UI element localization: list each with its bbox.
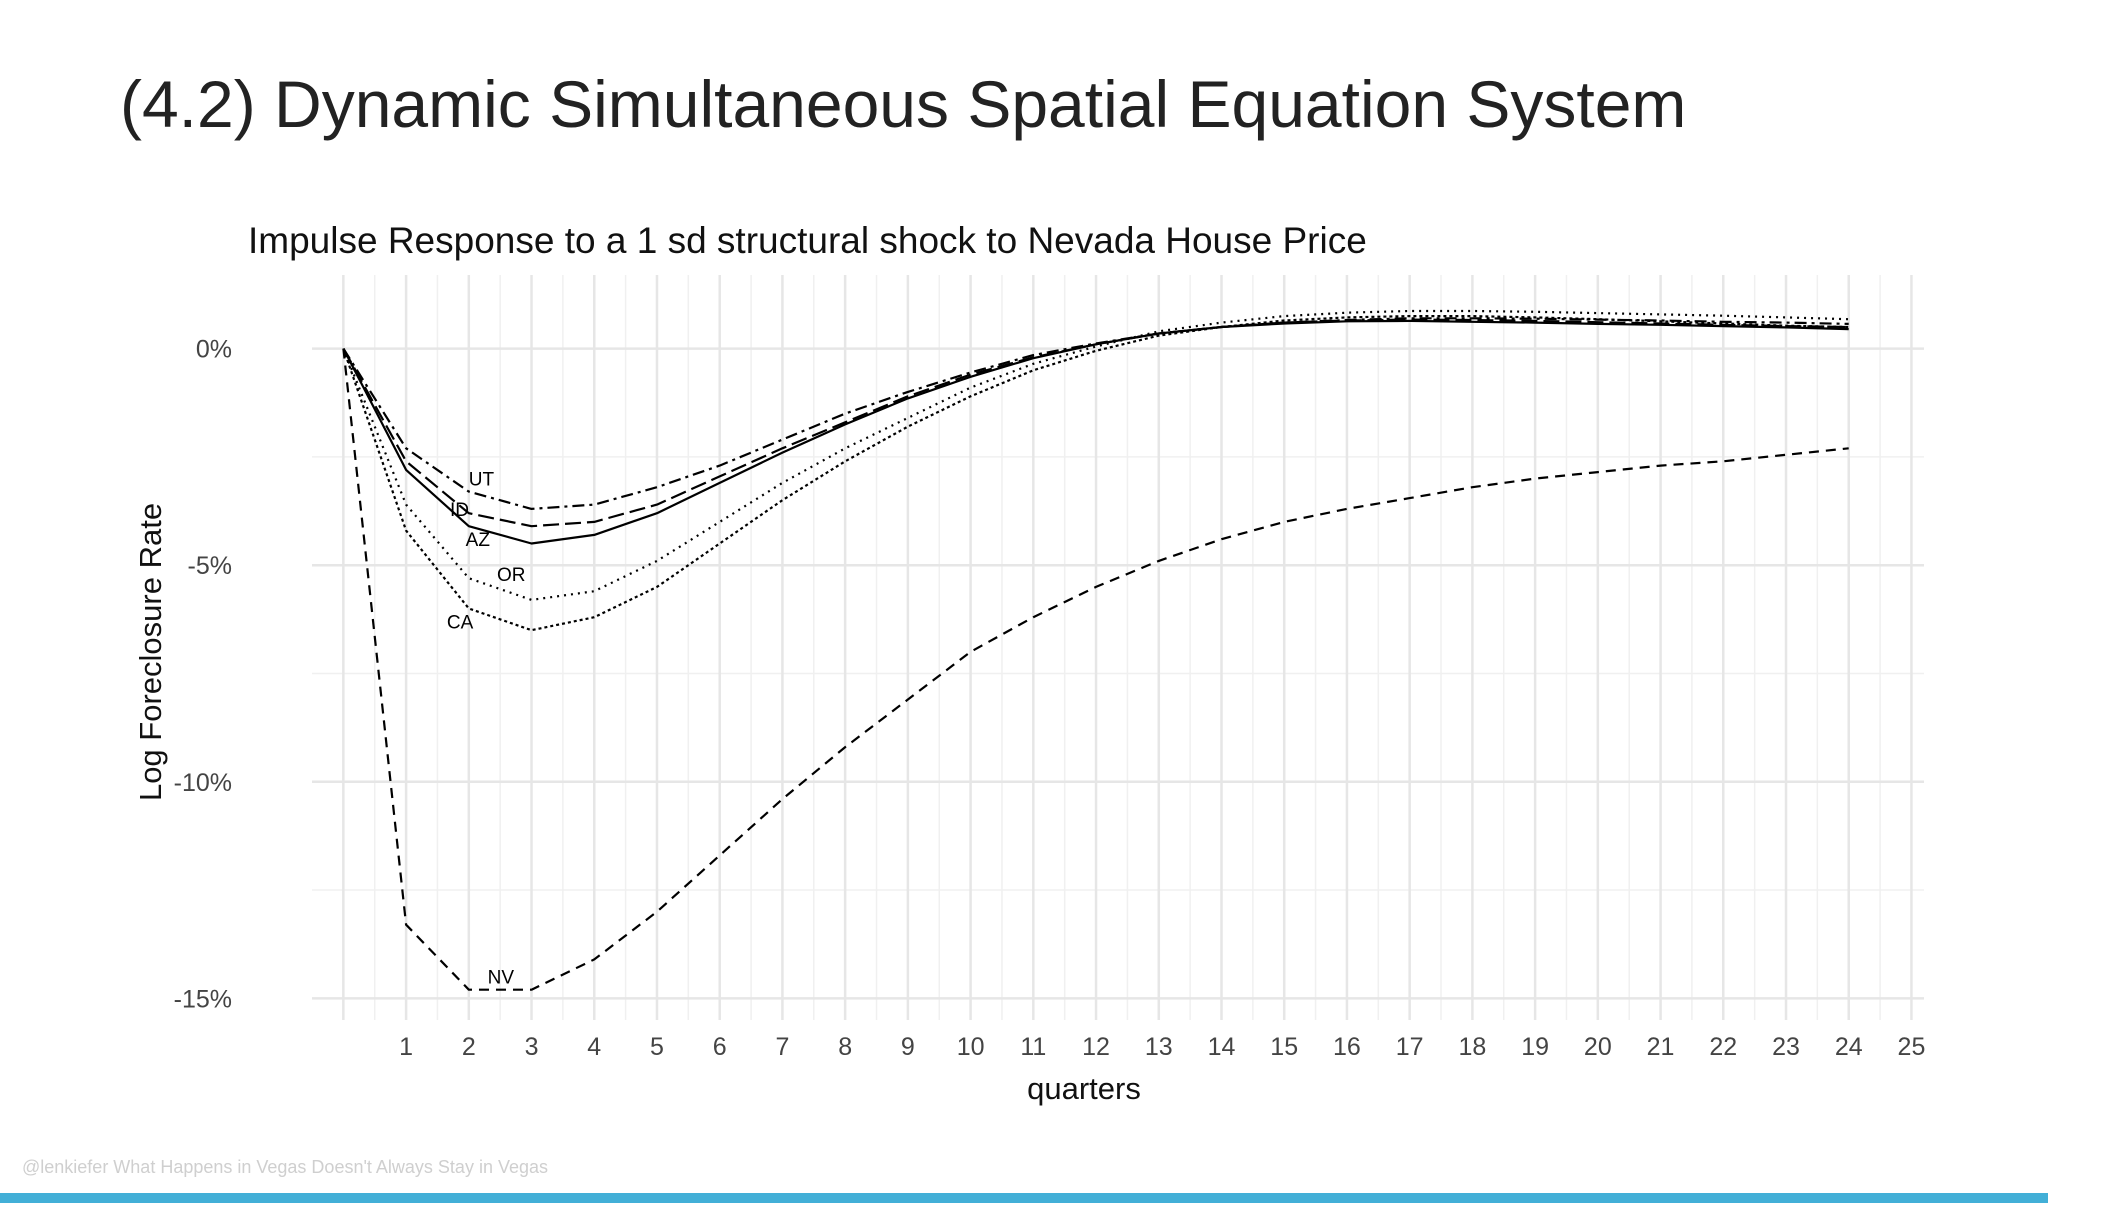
progress-bar <box>0 1193 2111 1203</box>
x-tick-label: 1 <box>399 1033 413 1061</box>
series-label-nv: NV <box>488 968 515 989</box>
series-line-id <box>342 318 1849 528</box>
x-tick-label: 3 <box>525 1033 539 1061</box>
series-label-ut: UT <box>469 470 495 491</box>
series-label-ca: CA <box>447 613 474 634</box>
series-line-ca <box>342 315 1849 632</box>
y-tick-label: -5% <box>188 552 232 580</box>
series-lines <box>342 309 1849 991</box>
x-tick-label: 13 <box>1145 1033 1173 1061</box>
footer-caption: @lenkiefer What Happens in Vegas Doesn't… <box>22 1157 548 1177</box>
x-tick-label: 5 <box>650 1033 664 1061</box>
x-tick-label: 14 <box>1208 1033 1236 1061</box>
x-tick-label: 7 <box>775 1033 789 1061</box>
series-line-nv <box>342 348 1849 991</box>
y-tick-label: -15% <box>174 985 232 1013</box>
grid-lines <box>312 275 1924 1020</box>
x-tick-label: 24 <box>1835 1033 1863 1061</box>
y-tick-label: 0% <box>196 336 232 364</box>
x-tick-label: 25 <box>1898 1033 1926 1061</box>
x-tick-label: 4 <box>587 1033 601 1061</box>
axis-ticks: 1 2 3 4 5 6 7 8 9 10 11 12 13 14 15 16 17 18 19 20 21 22 23 24 2… <box>174 336 1926 1061</box>
slide-title: (4.2) Dynamic Simultaneous Spatial Equat… <box>120 67 1687 141</box>
x-tick-label: 12 <box>1082 1033 1110 1061</box>
series-label-id: ID <box>450 500 469 521</box>
x-tick-label: 22 <box>1709 1033 1737 1061</box>
x-tick-label: 11 <box>1020 1033 1046 1061</box>
y-axis-label: Log Foreclosure Rate <box>133 503 168 801</box>
series-label-or: OR <box>497 565 526 586</box>
x-tick-label: 6 <box>713 1033 727 1061</box>
x-tick-label: 8 <box>838 1033 852 1061</box>
x-tick-label: 19 <box>1521 1033 1549 1061</box>
series-label-az: AZ <box>466 530 491 551</box>
x-tick-label: 16 <box>1333 1033 1361 1061</box>
x-tick-label: 15 <box>1270 1033 1298 1061</box>
progress-fill <box>0 1193 2048 1203</box>
plot-panel <box>312 275 1924 1020</box>
x-tick-label: 21 <box>1647 1033 1675 1061</box>
x-tick-label: 9 <box>901 1033 915 1061</box>
x-tick-label: 10 <box>957 1033 985 1061</box>
y-tick-label: -10% <box>174 769 232 797</box>
x-tick-label: 17 <box>1396 1033 1424 1061</box>
x-tick-label: 20 <box>1584 1033 1612 1061</box>
x-tick-label: 23 <box>1772 1033 1800 1061</box>
x-tick-label: 2 <box>462 1033 476 1061</box>
chart-title: Impulse Response to a 1 sd structural sh… <box>248 220 1367 261</box>
x-axis-label: quarters <box>1027 1071 1141 1106</box>
x-tick-label: 18 <box>1458 1033 1486 1061</box>
series-line-ut <box>342 317 1849 510</box>
